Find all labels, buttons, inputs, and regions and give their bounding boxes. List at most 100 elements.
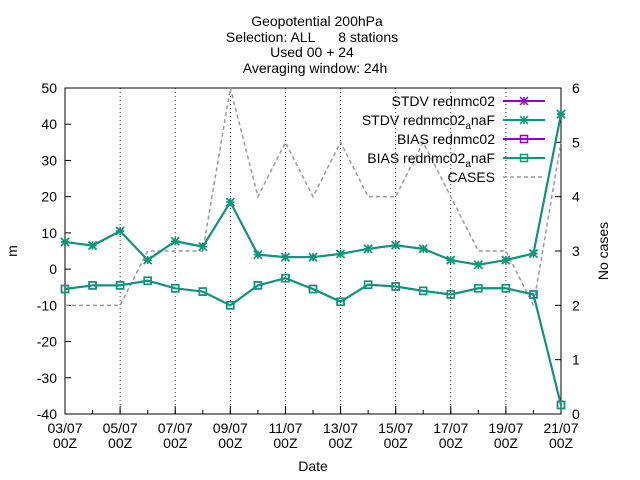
chart-title: Geopotential 200hPa Selection: ALL 8 sta… [226,13,398,76]
legend-entry: BIAS rednmc02 [397,131,545,147]
x-tick-date: 05/07 [103,420,138,436]
y-tick-label: -10 [37,297,57,313]
star-marker [528,249,538,259]
star-marker-stroke [60,237,70,247]
star-marker [225,197,235,207]
star-marker [363,244,373,254]
y-tick-label: 10 [41,225,57,241]
series-line [64,277,562,406]
y2-tick-label: 1 [572,352,580,368]
y-axis-label: m [4,245,20,257]
x-tick-time: 00Z [53,435,78,451]
star-marker [308,252,318,262]
star-marker [556,109,566,119]
star-marker [446,255,456,265]
star-marker [253,250,263,260]
square-marker [418,286,428,296]
y-tick-label: -30 [37,370,57,386]
star-marker-stroke [308,252,318,262]
star-marker [519,115,529,125]
legend-label: BIAS rednmc02anaF [367,150,495,170]
star-marker-stroke [556,109,566,119]
square-marker [88,281,97,290]
square-marker [474,284,483,293]
star-marker-stroke [198,242,208,252]
x-tick-time: 00Z [218,435,243,451]
star-marker-stroke [473,260,483,270]
y-tick-label: 0 [49,261,57,277]
y-tick-label: 20 [41,189,57,205]
y2-axis-label: No cases [595,222,611,280]
x-axis-label: Date [298,458,328,474]
star-marker-stroke [363,244,373,254]
star-marker-stroke [336,249,346,259]
star-marker [336,249,346,259]
star-marker [418,244,428,254]
star-marker-stroke [88,241,98,251]
x-tick-date: 19/07 [488,420,523,436]
square-marker [391,282,400,291]
star-marker [60,237,70,247]
square-marker [226,301,235,310]
square-marker [556,400,566,410]
square-marker [170,284,180,293]
square-marker [446,290,456,299]
title-line-2: Selection: ALL 8 stations [226,29,398,45]
square-marker [143,276,152,285]
star-marker [391,240,401,250]
y-tick-label: 40 [41,116,57,132]
star-marker [280,252,290,262]
x-tick-date: 03/07 [47,420,82,436]
x-tick-date: 09/07 [213,420,248,436]
square-marker [115,281,125,290]
square-marker [519,153,529,163]
series-cases [65,87,562,308]
x-tick-date: 11/07 [268,420,302,436]
series-bias-rednmc02-anaf [60,273,566,410]
y-tick-label: 30 [41,152,57,168]
star-marker [170,236,180,246]
x-tick-time: 00Z [494,435,519,451]
star-marker [519,96,529,106]
series-line [64,277,562,406]
square-marker [363,280,373,289]
square-marker [519,134,529,144]
x-tick-time: 00Z [439,435,464,451]
star-marker-stroke [280,252,290,262]
x-tick-time: 00Z [273,435,298,451]
series-stdv-rednmc02-anaf [60,109,566,270]
title-line-1: Geopotential 200hPa [251,13,383,29]
star-marker [88,241,98,251]
star-marker [143,255,153,265]
square-marker [308,284,318,294]
y2-tick-label: 6 [572,80,580,96]
x-tick-date: 21/07 [543,420,578,436]
series-bias-rednmc02 [60,273,566,410]
square-marker [198,287,208,296]
y-tick-label: 50 [41,80,57,96]
square-marker [529,290,538,299]
star-marker [501,255,511,265]
star-marker-stroke [115,226,125,236]
title-line-4: Averaging window: 24h [243,60,388,76]
star-marker [115,226,125,236]
star-marker-stroke [170,236,180,246]
legend-label: STDV rednmc02 [392,93,496,109]
square-marker [281,273,290,283]
star-marker-stroke [446,255,456,265]
y-tick-label: -40 [37,406,57,422]
y2-tick-label: 3 [572,243,580,259]
y2-tick-label: 5 [572,134,580,150]
title-line-3: Used 00 + 24 [270,44,354,60]
square-marker [501,284,511,293]
y2-tick-label: 4 [572,189,580,205]
star-marker-stroke [391,240,401,250]
square-marker [336,297,345,306]
x-tick-time: 00Z [549,435,574,451]
legend-label: STDV rednmc02anaF [362,112,495,132]
square-marker [253,281,263,290]
y2-tick-label: 0 [572,406,580,422]
legend-entry: CASES [448,169,545,185]
x-tick-date: 15/07 [378,420,413,436]
